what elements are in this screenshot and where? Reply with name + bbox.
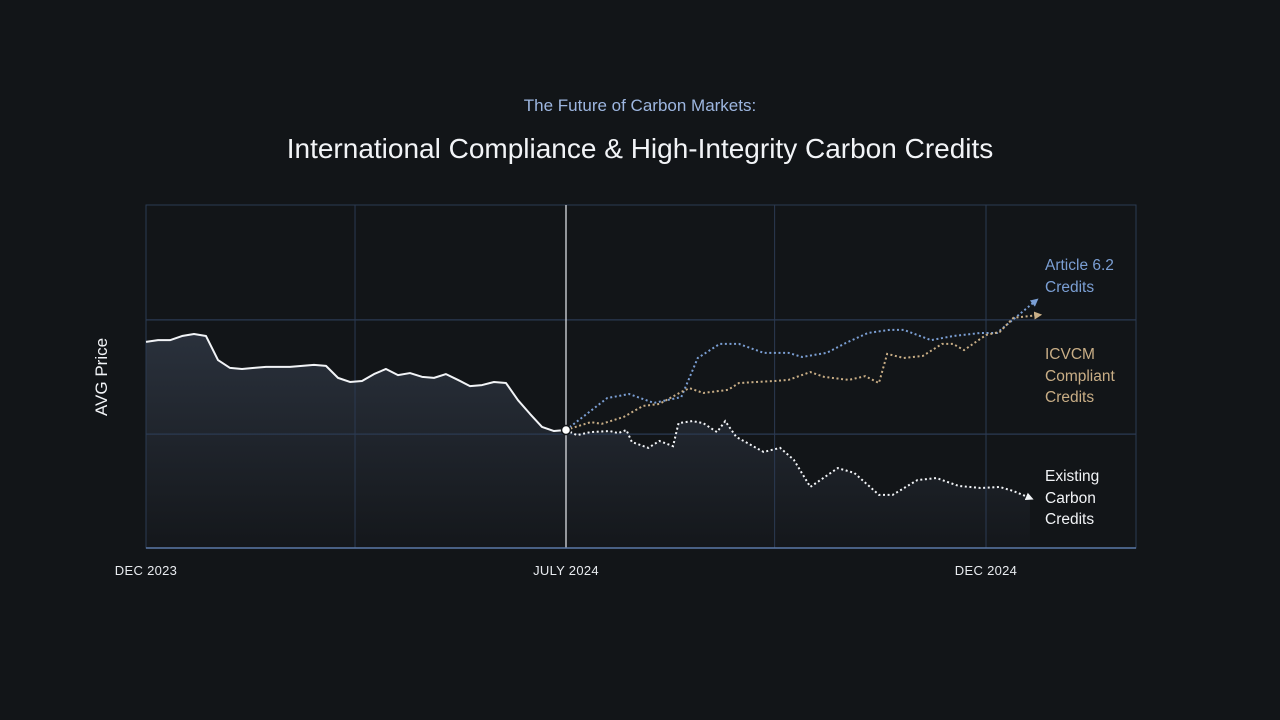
x-tick-label: JULY 2024 [533, 563, 599, 578]
x-tick-label: DEC 2024 [954, 563, 1018, 578]
series-line-article-6-2-credits [565, 298, 1039, 431]
area-fill [146, 333, 1030, 548]
legend-line: Existing [1045, 468, 1100, 485]
series-line-icvcm-compliant-credits [565, 311, 1043, 431]
legend-line: Credits [1045, 278, 1095, 296]
legend-line: Credits [1045, 511, 1095, 528]
legend-line: Credits [1045, 389, 1095, 406]
legend-line: ICVCM [1045, 346, 1095, 363]
legend-icvcm: ICVCM Compliant Credits [1045, 344, 1135, 409]
y-axis-label: AVG Price [92, 337, 111, 417]
current-price-marker [560, 424, 572, 436]
legend-line: Compliant [1045, 367, 1115, 385]
x-tick-label: DEC 2023 [114, 563, 178, 578]
chart-title: International Compliance & High-Integrit… [286, 133, 994, 164]
legend-line: Article 6.2 [1045, 257, 1114, 274]
legend-line: Carbon [1045, 489, 1096, 507]
historical-price-line [145, 332, 567, 433]
legend-article-6-2: Article 6.2 Credits [1045, 255, 1135, 298]
chart-subtitle: The Future of Carbon Markets: [523, 96, 757, 115]
legend-existing: Existing Carbon Credits [1045, 466, 1135, 531]
